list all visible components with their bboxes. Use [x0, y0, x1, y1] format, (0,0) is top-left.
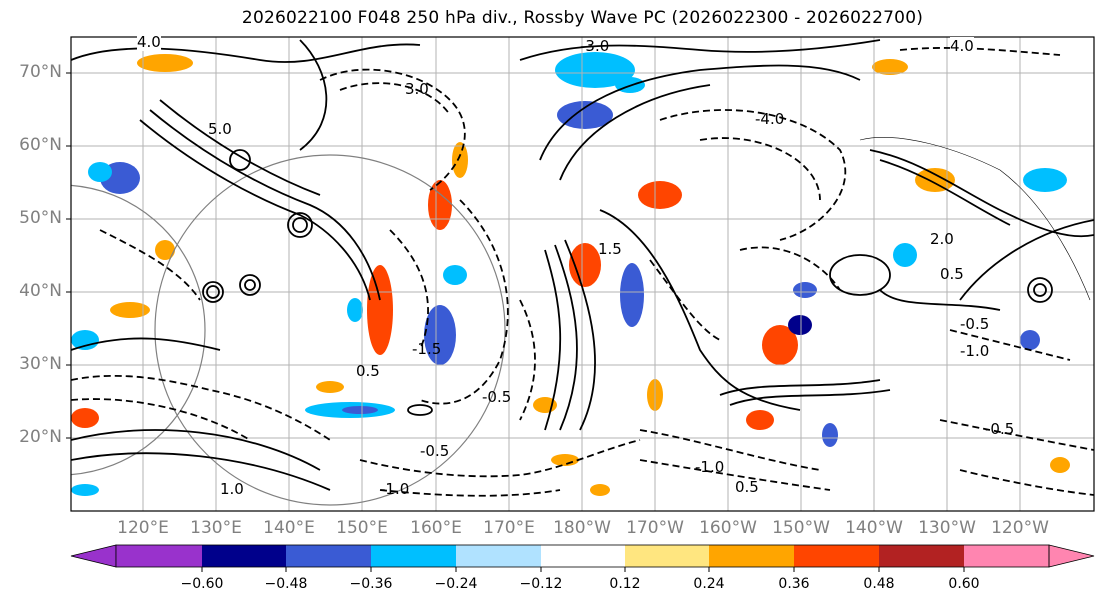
colorbar-tick-label: 0.12 — [609, 576, 641, 592]
shade-blob — [1020, 330, 1040, 350]
shade-blob — [367, 265, 393, 355]
lon-label: 130°E — [190, 518, 242, 538]
shade-blob — [155, 240, 175, 260]
shade-blob — [788, 315, 812, 335]
colorbar-tick-label: 0.60 — [948, 576, 980, 592]
shade-blob — [746, 410, 774, 430]
lon-label: 170°E — [483, 518, 535, 538]
map-frame — [70, 36, 1095, 512]
lon-label: 140°E — [263, 518, 315, 538]
shade-blob — [620, 263, 644, 327]
colorbar-segment — [794, 545, 879, 567]
colorbar-segment — [456, 545, 541, 567]
shade-blob — [555, 52, 635, 88]
divergence-shading — [71, 52, 1070, 496]
shade-blob — [893, 243, 917, 267]
colorbar-segment — [286, 545, 371, 567]
colorbar-tick-label: 0.24 — [693, 576, 725, 592]
lon-label: 140°W — [845, 518, 903, 538]
colorbar-segment — [202, 545, 286, 567]
lat-label: 40°N — [19, 281, 62, 301]
negative-contours — [71, 47, 1094, 497]
lon-label: 160°E — [410, 518, 462, 538]
lat-label: 30°N — [19, 354, 62, 374]
positive-contours — [71, 39, 1094, 491]
shade-blob — [1050, 457, 1070, 473]
colorbar — [70, 544, 1095, 572]
shade-blob — [452, 142, 468, 178]
lat-label: 60°N — [19, 135, 62, 155]
lon-label: 160°W — [699, 518, 757, 538]
colorbar-segment — [541, 545, 625, 567]
shade-blob — [71, 330, 99, 350]
lat-label: 20°N — [19, 427, 62, 447]
lon-label: 150°E — [336, 518, 388, 538]
colorbar-tick-label: −0.12 — [519, 576, 563, 592]
shade-blob — [316, 381, 344, 393]
lon-label: 170°W — [626, 518, 684, 538]
shade-blob — [569, 243, 601, 287]
colorbar-segment — [709, 545, 794, 567]
closed-contours — [202, 149, 1053, 416]
lon-label: 150°W — [772, 518, 830, 538]
shade-blob — [347, 298, 363, 322]
coastline — [859, 137, 1091, 301]
lon-label: 120°W — [991, 518, 1049, 538]
colorbar-tick-label: 0.36 — [778, 576, 810, 592]
colorbar-segment — [879, 545, 964, 567]
colorbar-segment — [116, 545, 202, 567]
shade-blob — [88, 162, 112, 182]
lon-label: 130°W — [918, 518, 976, 538]
shade-blob — [428, 180, 452, 230]
shade-blob — [71, 408, 99, 428]
map-title: 2026022100 F048 250 hPa div., Rossby Wav… — [241, 8, 924, 28]
reference-circles — [71, 154, 506, 506]
shade-blob — [443, 265, 467, 285]
lat-label: 50°N — [19, 208, 62, 228]
shade-blob — [915, 168, 955, 192]
shade-blob — [822, 423, 838, 447]
shade-blob — [557, 101, 613, 129]
colorbar-tick-label: −0.24 — [434, 576, 478, 592]
colorbar-extend-high — [1048, 544, 1095, 568]
shade-blob — [424, 305, 456, 365]
colorbar-tick-label: −0.48 — [264, 576, 308, 592]
shade-blob — [137, 54, 193, 72]
shade-blob — [793, 282, 817, 298]
shade-blob — [342, 406, 378, 414]
colorbar-tick-label: −0.36 — [349, 576, 393, 592]
shade-blob — [110, 302, 150, 318]
shade-blob — [551, 454, 579, 466]
lon-label: 120°E — [117, 518, 169, 538]
graticule — [71, 37, 1094, 511]
shade-blob — [638, 181, 682, 209]
colorbar-extend-low — [70, 544, 117, 568]
shade-blob — [1023, 168, 1067, 192]
shade-blob — [762, 325, 798, 365]
lat-label: 70°N — [19, 62, 62, 82]
colorbar-segment — [371, 545, 456, 567]
shade-blob — [71, 484, 99, 496]
shade-blob — [872, 59, 908, 75]
colorbar-segment — [625, 545, 709, 567]
colorbar-segment — [964, 545, 1049, 567]
colorbar-tick-label: 0.48 — [863, 576, 895, 592]
colorbar-tick-label: −0.60 — [180, 576, 224, 592]
lon-label: 180°W — [553, 518, 611, 538]
shade-blob — [590, 484, 610, 496]
